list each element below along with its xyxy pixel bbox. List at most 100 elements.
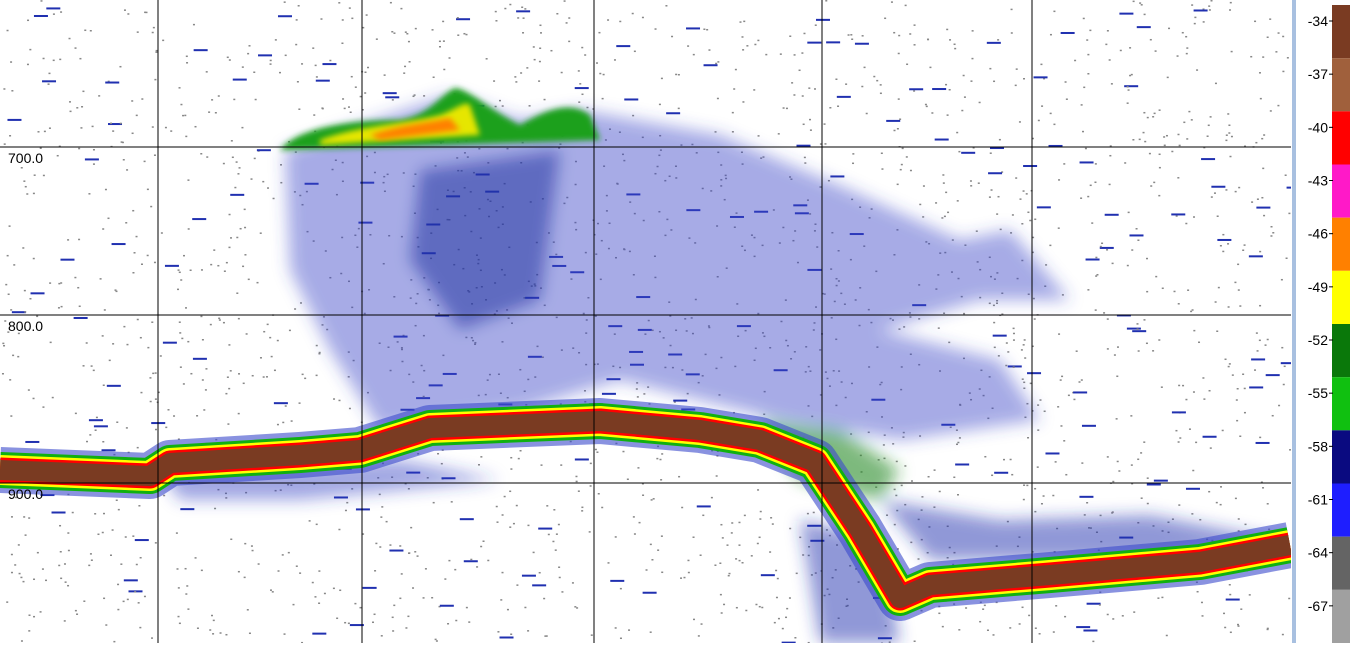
noise-speck: [184, 115, 186, 117]
noise-speck: [1227, 113, 1229, 115]
noise-speck: [1138, 350, 1140, 352]
noise-speck: [33, 258, 35, 260]
noise-speck: [929, 67, 931, 69]
noise-speck: [1242, 374, 1244, 376]
noise-speck: [313, 114, 315, 116]
noise-speck: [516, 505, 518, 507]
noise-speck: [457, 34, 459, 36]
noise-speck: [236, 237, 238, 239]
noise-speck: [1254, 369, 1256, 371]
noise-speck: [238, 571, 240, 573]
noise-speck: [91, 559, 93, 561]
noise-speck: [546, 505, 548, 507]
noise-speck: [516, 10, 530, 12]
noise-speck: [994, 472, 1008, 474]
noise-speck: [538, 528, 552, 530]
noise-speck: [1136, 323, 1138, 325]
noise-speck: [69, 101, 71, 103]
noise-speck: [522, 32, 524, 34]
noise-speck: [1034, 219, 1036, 221]
noise-speck: [591, 634, 593, 636]
noise-speck: [1143, 319, 1145, 321]
noise-speck: [302, 374, 304, 376]
noise-speck: [1152, 350, 1154, 352]
noise-speck: [943, 182, 945, 184]
noise-speck: [502, 572, 504, 574]
noise-speck: [278, 15, 292, 17]
noise-speck: [1132, 139, 1134, 141]
noise-speck: [45, 580, 47, 582]
noise-speck: [3, 345, 5, 347]
noise-speck: [704, 64, 718, 66]
noise-speck: [586, 107, 588, 109]
noise-speck: [739, 21, 741, 23]
noise-speck: [127, 599, 129, 601]
noise-speck: [10, 309, 12, 311]
noise-speck: [96, 417, 98, 419]
noise-speck: [1207, 135, 1209, 137]
noise-speck: [794, 637, 796, 639]
noise-speck: [46, 7, 60, 9]
noise-speck: [1249, 594, 1251, 596]
noise-speck: [1229, 363, 1231, 365]
noise-speck: [624, 98, 638, 100]
noise-speck: [1099, 604, 1101, 606]
noise-speck: [155, 429, 157, 431]
noise-speck: [374, 614, 376, 616]
noise-speck: [1185, 223, 1187, 225]
noise-speck: [11, 572, 13, 574]
noise-speck: [1086, 502, 1088, 504]
noise-speck: [978, 182, 980, 184]
noise-speck: [1023, 484, 1025, 486]
noise-speck: [42, 568, 44, 570]
noise-speck: [926, 106, 928, 108]
noise-speck: [717, 98, 719, 100]
noise-speck: [351, 76, 353, 78]
noise-speck: [706, 29, 708, 31]
noise-speck: [194, 49, 208, 51]
noise-speck: [1019, 198, 1021, 200]
noise-speck: [238, 413, 240, 415]
noise-speck: [719, 562, 721, 564]
noise-speck: [359, 607, 361, 609]
noise-speck: [1023, 344, 1025, 346]
noise-speck: [21, 167, 23, 169]
noise-speck: [1028, 615, 1030, 617]
noise-speck: [230, 370, 232, 372]
noise-speck: [116, 500, 118, 502]
noise-speck: [886, 514, 888, 516]
noise-speck: [898, 328, 900, 330]
noise-speck: [1087, 289, 1089, 291]
noise-speck: [1203, 398, 1205, 400]
noise-speck: [703, 29, 705, 31]
noise-speck: [896, 461, 898, 463]
noise-speck: [389, 544, 391, 546]
noise-speck: [355, 86, 357, 88]
noise-speck: [190, 270, 192, 272]
noise-speck: [1237, 624, 1239, 626]
noise-speck: [95, 429, 97, 431]
noise-speck: [941, 217, 943, 219]
noise-speck: [1005, 365, 1007, 367]
noise-speck: [58, 283, 60, 285]
noise-speck: [61, 306, 63, 308]
noise-speck: [715, 131, 717, 133]
noise-speck: [651, 499, 653, 501]
noise-speck: [1249, 386, 1263, 388]
noise-speck: [1250, 56, 1252, 58]
noise-speck: [139, 627, 141, 629]
noise-speck: [1143, 441, 1145, 443]
noise-speck: [1086, 259, 1100, 261]
noise-speck: [1244, 244, 1246, 246]
noise-speck: [88, 565, 90, 567]
noise-speck: [220, 632, 222, 634]
noise-speck: [13, 264, 15, 266]
noise-speck: [532, 584, 546, 586]
noise-speck: [984, 456, 986, 458]
noise-speck: [270, 589, 272, 591]
noise-speck: [965, 607, 967, 609]
noise-speck: [179, 272, 181, 274]
noise-speck: [927, 39, 929, 41]
noise-speck: [1261, 197, 1263, 199]
noise-speck: [1188, 111, 1190, 113]
